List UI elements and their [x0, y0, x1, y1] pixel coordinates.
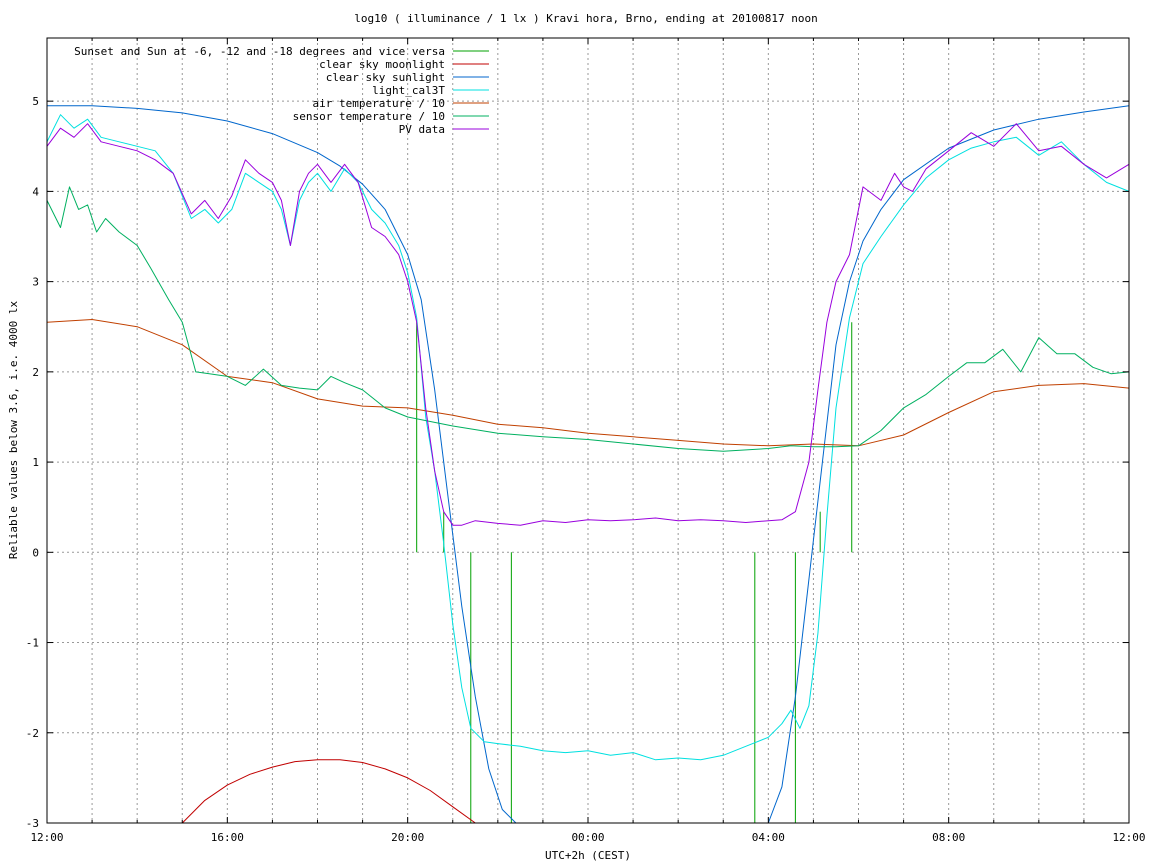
series-group — [46, 105, 1130, 824]
legend-label: clear sky sunlight — [326, 71, 445, 84]
series-5 — [46, 186, 1130, 452]
legend: Sunset and Sun at -6, -12 and -18 degree… — [74, 45, 489, 136]
legend-label: Sunset and Sun at -6, -12 and -18 degree… — [74, 45, 445, 58]
series-2 — [47, 105, 1130, 824]
series-1 — [181, 759, 476, 824]
series-line — [46, 123, 1130, 526]
y-tick-label: -3 — [26, 817, 39, 830]
y-tick-label: 0 — [32, 546, 39, 559]
series-line — [46, 114, 1130, 761]
x-tick-label: 00:00 — [571, 831, 604, 844]
grid — [47, 38, 1129, 823]
legend-label: PV data — [399, 123, 445, 136]
x-tick-label: 12:00 — [1112, 831, 1145, 844]
x-tick-label: 12:00 — [30, 831, 63, 844]
legend-label: air temperature / 10 — [313, 97, 445, 110]
y-tick-label: 5 — [32, 95, 39, 108]
series-line — [46, 186, 1130, 452]
plot-frame — [46, 37, 1130, 824]
axis-ticks: 12:00 16:00 20:00 00:00 04:00 08:00 12:00-3-2-… — [26, 38, 1146, 844]
series-line — [181, 759, 476, 824]
y-tick-label: 4 — [32, 185, 39, 198]
series-0 — [416, 322, 853, 823]
x-tick-label: 16:00 — [211, 831, 244, 844]
x-tick-label: 20:00 — [391, 831, 424, 844]
y-axis-label: Reliable values below 3.6, i.e. 4000 lx — [7, 300, 20, 559]
x-tick-label: 08:00 — [932, 831, 965, 844]
legend-label: clear sky moonlight — [319, 58, 445, 71]
y-tick-label: -2 — [26, 727, 39, 740]
y-tick-label: 1 — [32, 456, 39, 469]
chart-title: log10 ( illuminance / 1 lx ) Kravi hora,… — [354, 12, 818, 25]
series-6 — [46, 123, 1130, 526]
x-axis-label: UTC+2h (CEST) — [545, 849, 631, 862]
x-tick-label: 04:00 — [752, 831, 785, 844]
legend-label: light_cal3T — [372, 84, 445, 97]
legend-label: sensor temperature / 10 — [293, 110, 445, 123]
y-tick-label: -1 — [26, 637, 39, 650]
series-3 — [46, 114, 1130, 761]
y-tick-label: 2 — [32, 366, 39, 379]
series-line — [47, 105, 1130, 824]
y-tick-label: 3 — [32, 276, 39, 289]
